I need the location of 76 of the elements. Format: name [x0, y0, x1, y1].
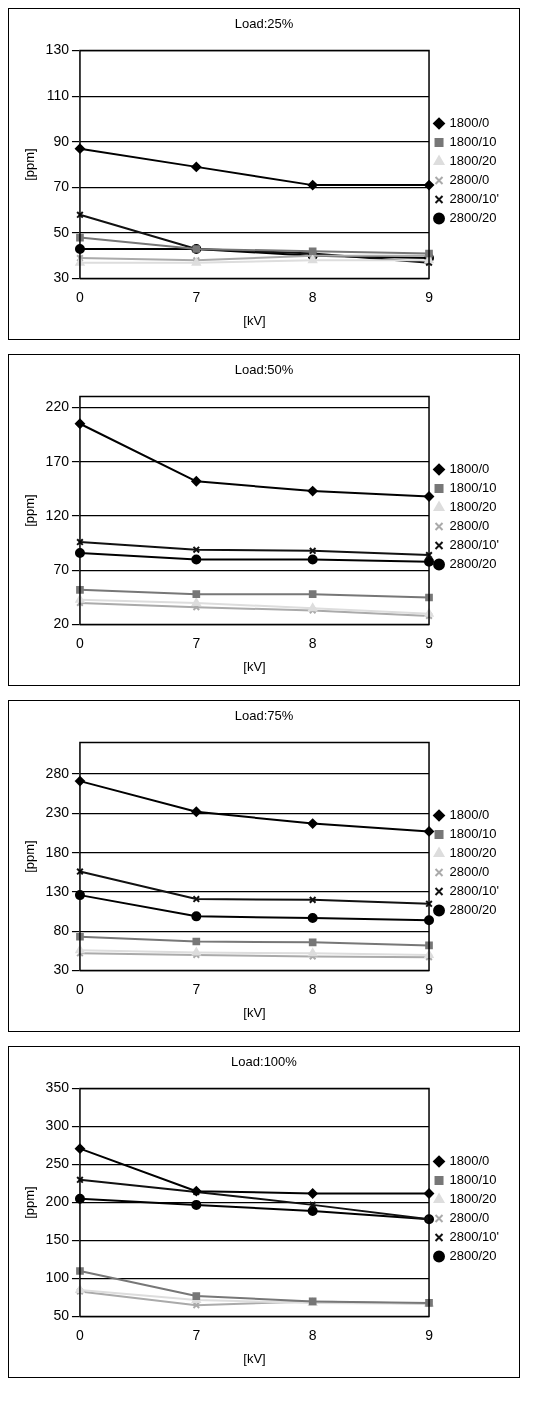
legend-label: 2800/0	[449, 1210, 490, 1226]
y-tick-label: 350	[45, 1079, 70, 1096]
x-axis-title: [kV]	[243, 1004, 266, 1020]
x-tick-label: 0	[76, 288, 85, 305]
x-tick-label: 9	[425, 980, 434, 997]
y-tick-label: 130	[45, 882, 70, 899]
x-axis-title: [kV]	[243, 1350, 266, 1366]
x-tick-label: 8	[308, 1326, 317, 1343]
x-tick-label: 9	[425, 288, 434, 305]
y-tick-label: 80	[53, 922, 70, 939]
chart-title: Load:25%	[234, 16, 294, 32]
y-tick-label: 130	[45, 41, 70, 58]
y-tick-label: 50	[53, 223, 70, 240]
y-tick-label: 180	[45, 843, 70, 860]
y-tick-label: 70	[53, 178, 70, 195]
legend-label: 2800/10'	[449, 537, 500, 553]
legend-label: 2800/10'	[449, 191, 500, 207]
x-tick-label: 7	[192, 980, 201, 997]
y-axis-title: [ppm]	[22, 148, 38, 181]
y-axis-title: [ppm]	[22, 494, 38, 527]
y-axis-title: [ppm]	[22, 840, 38, 873]
legend-label: 2800/0	[449, 864, 490, 880]
chart-title: Load:100%	[231, 1054, 298, 1070]
legend-label: 1800/10	[449, 1172, 497, 1188]
y-tick-label: 300	[45, 1117, 70, 1134]
legend-label: 2800/0	[449, 172, 490, 188]
legend-label: 2800/20	[449, 556, 497, 572]
x-tick-label: 0	[76, 634, 85, 651]
y-tick-label: 230	[45, 804, 70, 821]
legend-label: 1800/0	[449, 807, 490, 823]
legend-label: 2800/0	[449, 518, 490, 534]
y-tick-label: 20	[53, 615, 70, 632]
legend-label: 1800/0	[449, 461, 490, 477]
legend-label: 1800/10	[449, 480, 497, 496]
y-tick-label: 220	[45, 398, 70, 415]
legend-label: 2800/20	[449, 210, 497, 226]
legend-label: 2800/20	[449, 1248, 497, 1264]
x-tick-label: 0	[76, 980, 85, 997]
legend-label: 1800/20	[449, 153, 497, 169]
x-axis-title: [kV]	[243, 312, 266, 328]
legend-label: 1800/10	[449, 134, 497, 150]
y-tick-label: 70	[53, 561, 70, 578]
x-tick-label: 7	[192, 634, 201, 651]
y-tick-label: 150	[45, 1231, 70, 1248]
x-tick-label: 8	[308, 634, 317, 651]
chart-title: Load:50%	[234, 362, 294, 378]
legend-label: 1800/0	[449, 1153, 490, 1169]
x-tick-label: 8	[308, 980, 317, 997]
y-tick-label: 250	[45, 1155, 70, 1172]
x-axis-title: [kV]	[243, 658, 266, 674]
x-tick-label: 7	[192, 1326, 201, 1343]
legend-label: 1800/0	[449, 115, 490, 131]
x-tick-label: 8	[308, 288, 317, 305]
chart-title: Load:75%	[234, 708, 294, 724]
y-axis-title: [ppm]	[22, 1186, 38, 1219]
x-tick-label: 9	[425, 634, 434, 651]
y-tick-label: 200	[45, 1193, 70, 1210]
legend-label: 1800/20	[449, 499, 497, 515]
legend-label: 1800/20	[449, 845, 497, 861]
y-tick-label: 110	[46, 87, 70, 104]
y-tick-label: 30	[53, 961, 70, 978]
legend-label: 1800/10	[449, 826, 497, 842]
x-tick-label: 0	[76, 1326, 85, 1343]
legend-label: 2800/20	[449, 902, 497, 918]
y-tick-label: 50	[53, 1307, 70, 1324]
y-tick-label: 90	[53, 132, 70, 149]
y-tick-label: 30	[53, 269, 70, 286]
legend-label: 1800/20	[449, 1191, 497, 1207]
y-tick-label: 280	[45, 764, 70, 781]
y-tick-label: 170	[45, 452, 70, 469]
legend-label: 2800/10'	[449, 883, 500, 899]
y-tick-label: 120	[45, 506, 70, 523]
x-tick-label: 7	[192, 288, 201, 305]
legend-label: 2800/10'	[449, 1229, 500, 1245]
y-tick-label: 100	[45, 1269, 70, 1286]
x-tick-label: 9	[425, 1326, 434, 1343]
